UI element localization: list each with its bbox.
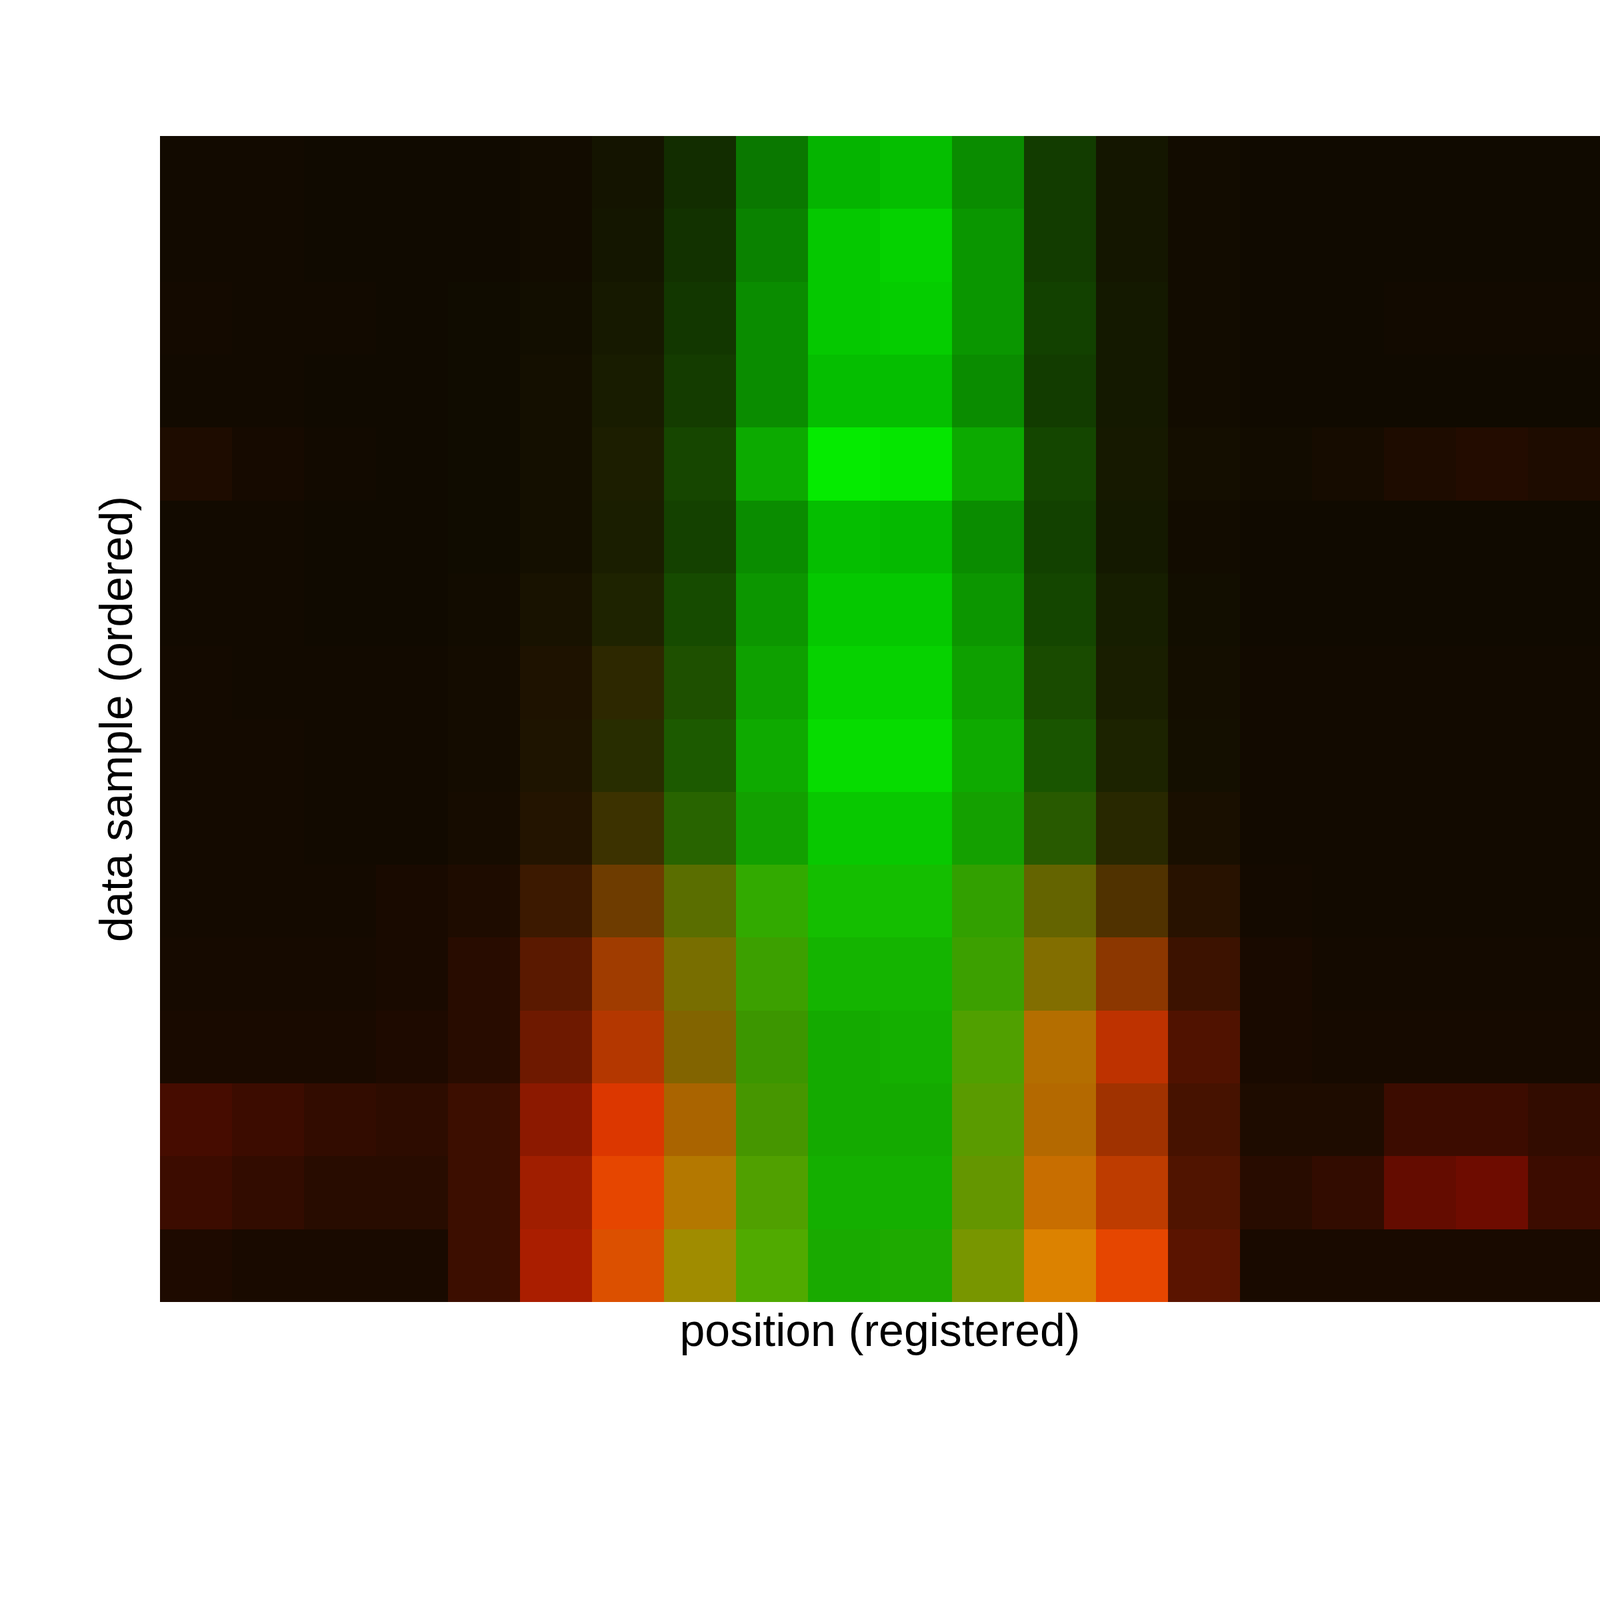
svg-text:position (registered): position (registered) [680, 1304, 1081, 1356]
svg-text:data sample (ordered): data sample (ordered) [90, 496, 142, 942]
